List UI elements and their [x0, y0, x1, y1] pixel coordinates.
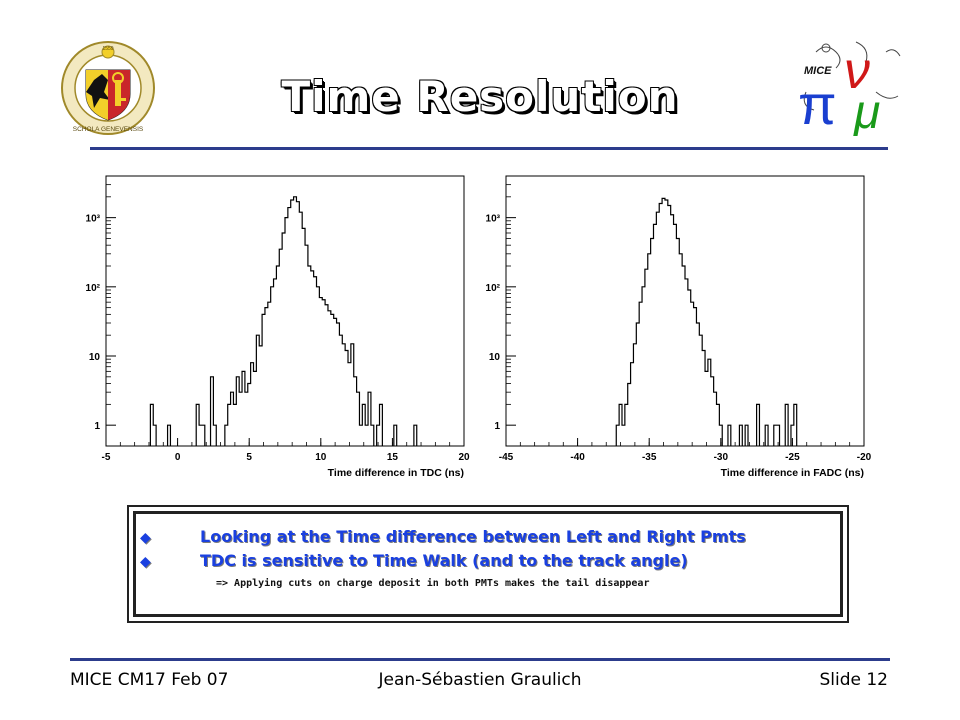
svg-text:SCHOLA GENEVENSIS: SCHOLA GENEVENSIS	[73, 126, 144, 133]
x-tick-label: -25	[785, 452, 800, 463]
tdc-histogram: -5 0 5 10 15 20 1 10 10² 10³ Time difference in TD…	[86, 175, 470, 479]
footer-slide-number: Slide 12	[819, 670, 888, 690]
svg-text:ν: ν	[844, 42, 870, 100]
histogram-series	[149, 196, 418, 446]
x-tick-label: -30	[714, 452, 729, 463]
x-tick-label: -20	[857, 452, 872, 463]
x-tick-label: 10	[315, 452, 327, 463]
bullet-box	[127, 505, 849, 623]
x-tick-label: -5	[102, 452, 111, 463]
x-axis-label: Time difference in FADC (ns)	[721, 467, 864, 479]
y-tick-label: 1	[494, 421, 500, 432]
y-tick-label: 10³	[86, 214, 101, 225]
x-tick-label: -40	[570, 452, 585, 463]
title-underline	[90, 147, 888, 150]
histogram-series	[615, 197, 798, 446]
slide-title: Time Resolution	[281, 72, 679, 121]
plot-frame	[105, 175, 465, 447]
footer-rule	[70, 658, 890, 661]
x-tick-label: 15	[387, 452, 399, 463]
y-tick-label: 10	[89, 352, 101, 363]
footer-event: MICE CM17 Feb 07	[70, 670, 229, 690]
svg-text:π: π	[798, 73, 837, 136]
bullet-item: ◆ TDC is sensitive to Time Walk (and to t…	[140, 551, 688, 570]
diamond-bullet-icon: ◆	[140, 554, 151, 570]
y-tick-label: 10²	[486, 283, 501, 294]
x-axis-label: Time difference in TDC (ns)	[328, 467, 464, 479]
x-tick-label: -45	[499, 452, 514, 463]
y-tick-label: 10³	[486, 214, 501, 225]
bullet-item: ◆ Looking at the Time difference between …	[140, 527, 746, 546]
svg-text:μ: μ	[852, 86, 880, 136]
footer-author: Jean-Sébastien Graulich	[378, 670, 582, 690]
x-tick-label: 20	[458, 452, 470, 463]
svg-text:1559: 1559	[102, 46, 113, 52]
plot-frame	[505, 175, 865, 447]
x-tick-label: 0	[175, 452, 181, 463]
x-tick-label: -35	[642, 452, 657, 463]
university-of-geneva-seal-logo: SCHOLA GENEVENSIS 1559	[60, 40, 156, 136]
mice-pi-mu-nu-logo: MICE π ν μ	[796, 32, 908, 139]
y-tick-label: 1	[94, 421, 100, 432]
svg-text:MICE: MICE	[804, 65, 832, 77]
y-tick-label: 10²	[86, 283, 101, 294]
y-tick-label: 10	[489, 352, 501, 363]
x-tick-label: 5	[246, 452, 252, 463]
diamond-bullet-icon: ◆	[140, 530, 151, 546]
sub-bullet: => Applying cuts on charge deposit in bo…	[216, 578, 650, 589]
fadc-histogram: -45 -40 -35 -30 -25 -20 1 10 10² 10³ Time differen…	[486, 175, 872, 479]
